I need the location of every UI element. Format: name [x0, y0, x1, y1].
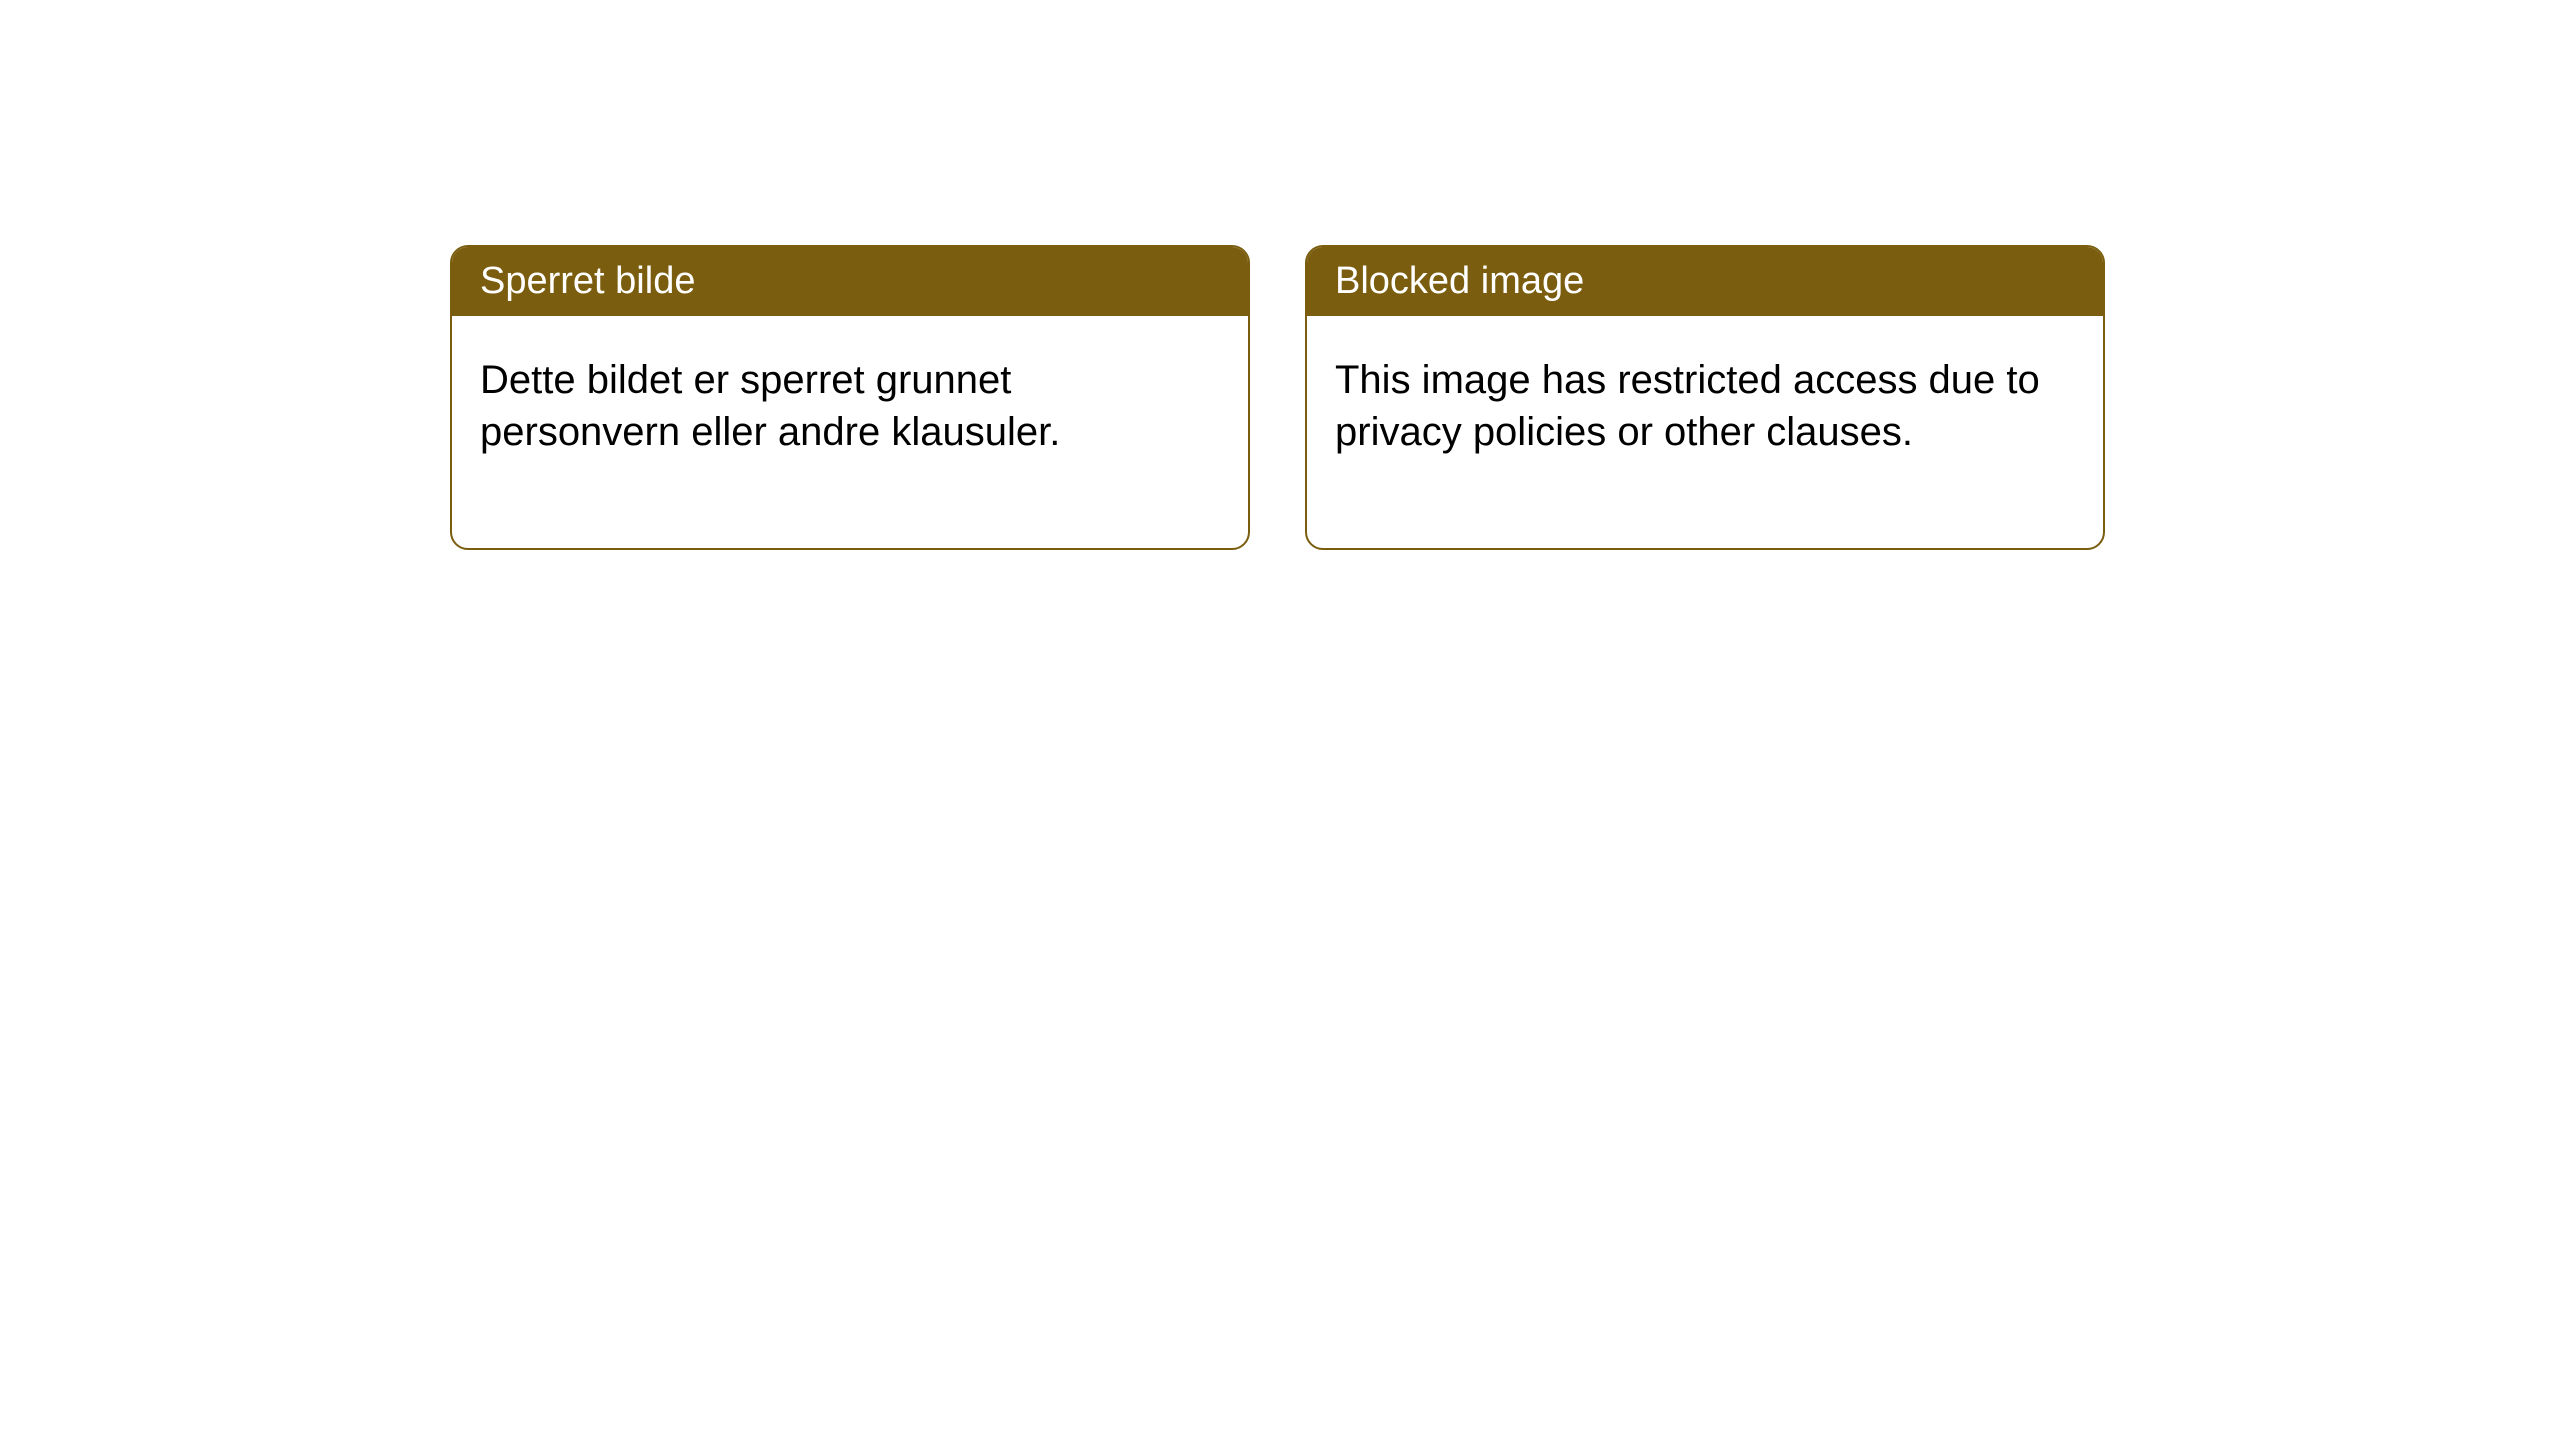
notice-header: Sperret bilde [452, 247, 1248, 316]
notice-card-norwegian: Sperret bilde Dette bildet er sperret gr… [450, 245, 1250, 550]
notice-body-text: This image has restricted access due to … [1335, 358, 2040, 454]
notice-title: Blocked image [1335, 260, 1584, 302]
notice-body-text: Dette bildet er sperret grunnet personve… [480, 358, 1060, 454]
notice-body: Dette bildet er sperret grunnet personve… [452, 316, 1248, 548]
notice-header: Blocked image [1307, 247, 2103, 316]
notice-container: Sperret bilde Dette bildet er sperret gr… [450, 245, 2105, 550]
notice-card-english: Blocked image This image has restricted … [1305, 245, 2105, 550]
notice-title: Sperret bilde [480, 260, 695, 302]
notice-body: This image has restricted access due to … [1307, 316, 2103, 548]
